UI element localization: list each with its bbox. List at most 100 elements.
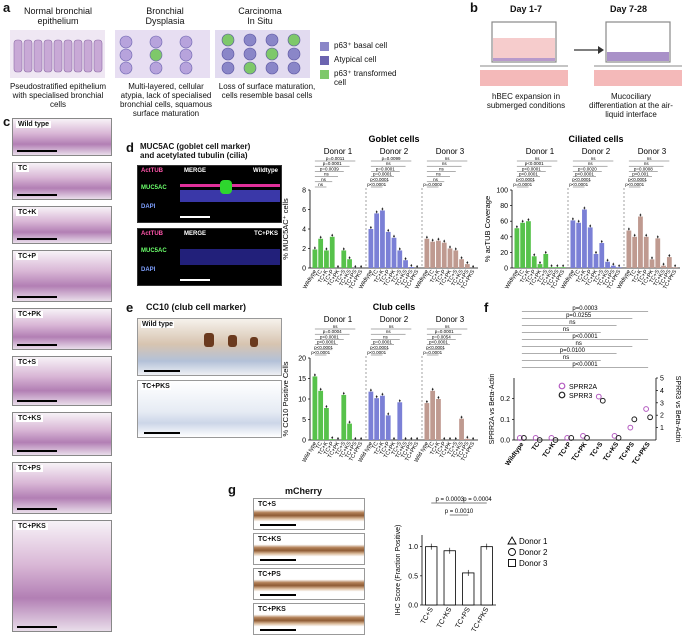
data-point: [454, 437, 457, 440]
mcherry-tile-label: TC+PS: [257, 571, 282, 578]
bar: [397, 250, 403, 268]
bar: [424, 403, 430, 440]
club-cell: [204, 333, 214, 347]
mcherry-tile: TC+PKS: [253, 603, 365, 635]
mcherry-tile: TC+PS: [253, 568, 365, 600]
bar: [554, 267, 560, 268]
donor-label: Donor 3: [436, 147, 465, 156]
data-point: [639, 214, 642, 216]
pvalue-label: ns: [442, 161, 448, 166]
scale-bar: [17, 400, 57, 402]
data-point: [550, 264, 553, 267]
columnar-cell: [33, 39, 43, 73]
data-point: [313, 374, 316, 376]
data-point: [460, 256, 463, 259]
bar: [403, 260, 408, 268]
cis-cell: [287, 61, 301, 75]
y-tick-label: 20: [298, 356, 306, 363]
dysplastic-cell: [179, 61, 193, 75]
nuclei-band: [180, 190, 280, 202]
pvalue-label: ns: [535, 156, 541, 161]
he-tile-label: TC+KS: [16, 415, 44, 422]
x-tick-label: TC+PKS: [471, 606, 491, 634]
y-axis-label: % acTUB Coverage: [484, 196, 492, 262]
pvalue-label: p<0.0001: [317, 340, 336, 345]
columnar-cell: [43, 39, 53, 73]
tc-pks-tag: TC+PKS: [254, 231, 278, 237]
pvalue-label: p=0.0039: [320, 166, 339, 171]
panel-e-label: e: [126, 300, 134, 315]
y-tick-label: 1.0: [408, 544, 418, 551]
pvalue-label: ns: [588, 161, 594, 166]
data-point: [342, 248, 345, 250]
columnar-cell: [93, 39, 103, 73]
donor-label: Donor 2: [582, 147, 611, 156]
he-tile: Wild type: [12, 118, 112, 156]
data-point: [410, 264, 413, 267]
data-point: [404, 437, 407, 440]
bar: [441, 242, 447, 268]
scale-bar: [17, 296, 57, 298]
data-point: [443, 240, 446, 243]
pvalue-label: p=0.0003: [572, 306, 598, 312]
data-point: [398, 248, 401, 250]
pvalue-label: p<0.0001: [311, 350, 330, 355]
scale-bar: [17, 238, 57, 240]
bar: [605, 261, 610, 268]
bar: [560, 267, 566, 268]
pvalue-label: p=0.0054: [432, 334, 451, 339]
bar: [531, 256, 537, 268]
merge-label: MERGE: [184, 231, 207, 237]
columnar-cell: [53, 39, 63, 73]
dysplastic-cell: [119, 48, 133, 62]
bar: [312, 376, 318, 440]
data-point: [348, 421, 351, 423]
x-tick-label: TC: [371, 441, 380, 450]
ihc-chart: IHC Score (Fraction Positive) 0.0 0.5 1.0 TC…: [395, 497, 548, 634]
data-point: [599, 397, 606, 404]
data-point: [337, 437, 339, 440]
x-tick-label: TC+KS: [436, 606, 454, 629]
data-point: [425, 236, 428, 239]
pvalue-label: ns: [563, 355, 569, 361]
y-tick-label: 100: [496, 188, 508, 195]
he-tile: TC+PK: [12, 308, 112, 350]
y-axis-label: % MUC5AC⁺ cells: [282, 198, 290, 260]
club-chart: Club cells % CC10 Positive Cells 0 5 10 15 20 D…: [282, 302, 478, 464]
bar: [526, 221, 531, 268]
y-tick-label: 0.1: [500, 417, 510, 424]
pvalue-label: ns: [563, 327, 569, 333]
bar: [587, 227, 593, 268]
data-point: [515, 225, 518, 228]
legend-basal-text: p63⁺ basal cell: [334, 41, 388, 50]
pvalue-label: p<0.0001: [572, 177, 591, 182]
pvalue-label: p<0.0001: [516, 177, 535, 182]
x-tick-label: TC: [427, 269, 436, 278]
dysplastic-cell: [149, 35, 163, 49]
bar: [570, 220, 576, 268]
channel-muc5ac: MUC5AC: [141, 248, 167, 254]
data-point: [520, 435, 527, 441]
y-tick-label: 2: [302, 246, 306, 253]
y-tick-label-right: 4: [660, 388, 664, 395]
data-point: [398, 399, 401, 402]
scale-bar: [17, 194, 57, 196]
x-tick-label: TC: [315, 269, 324, 278]
data-point: [647, 414, 654, 421]
legend-marker: [508, 548, 516, 556]
data-point: [325, 248, 328, 250]
pvalue-label: p<0.0001: [625, 182, 644, 187]
data-point: [595, 393, 602, 400]
data-point: [449, 246, 451, 248]
he-tile: TC+KS: [12, 412, 112, 456]
x-tick-label: TC: [531, 441, 542, 452]
pvalue-label: p<0.0001: [429, 340, 448, 345]
data-point: [393, 235, 395, 238]
data-point: [319, 236, 322, 239]
bar: [459, 418, 464, 440]
bar: [368, 229, 374, 268]
ciliated-chart: Ciliated cells % acTUB Coverage 0 20 40 60 80 1…: [484, 134, 680, 291]
x-tick-label: TC+K: [542, 441, 558, 459]
x-tick-label: TC: [371, 269, 380, 278]
pvalue-label: ns: [386, 161, 392, 166]
